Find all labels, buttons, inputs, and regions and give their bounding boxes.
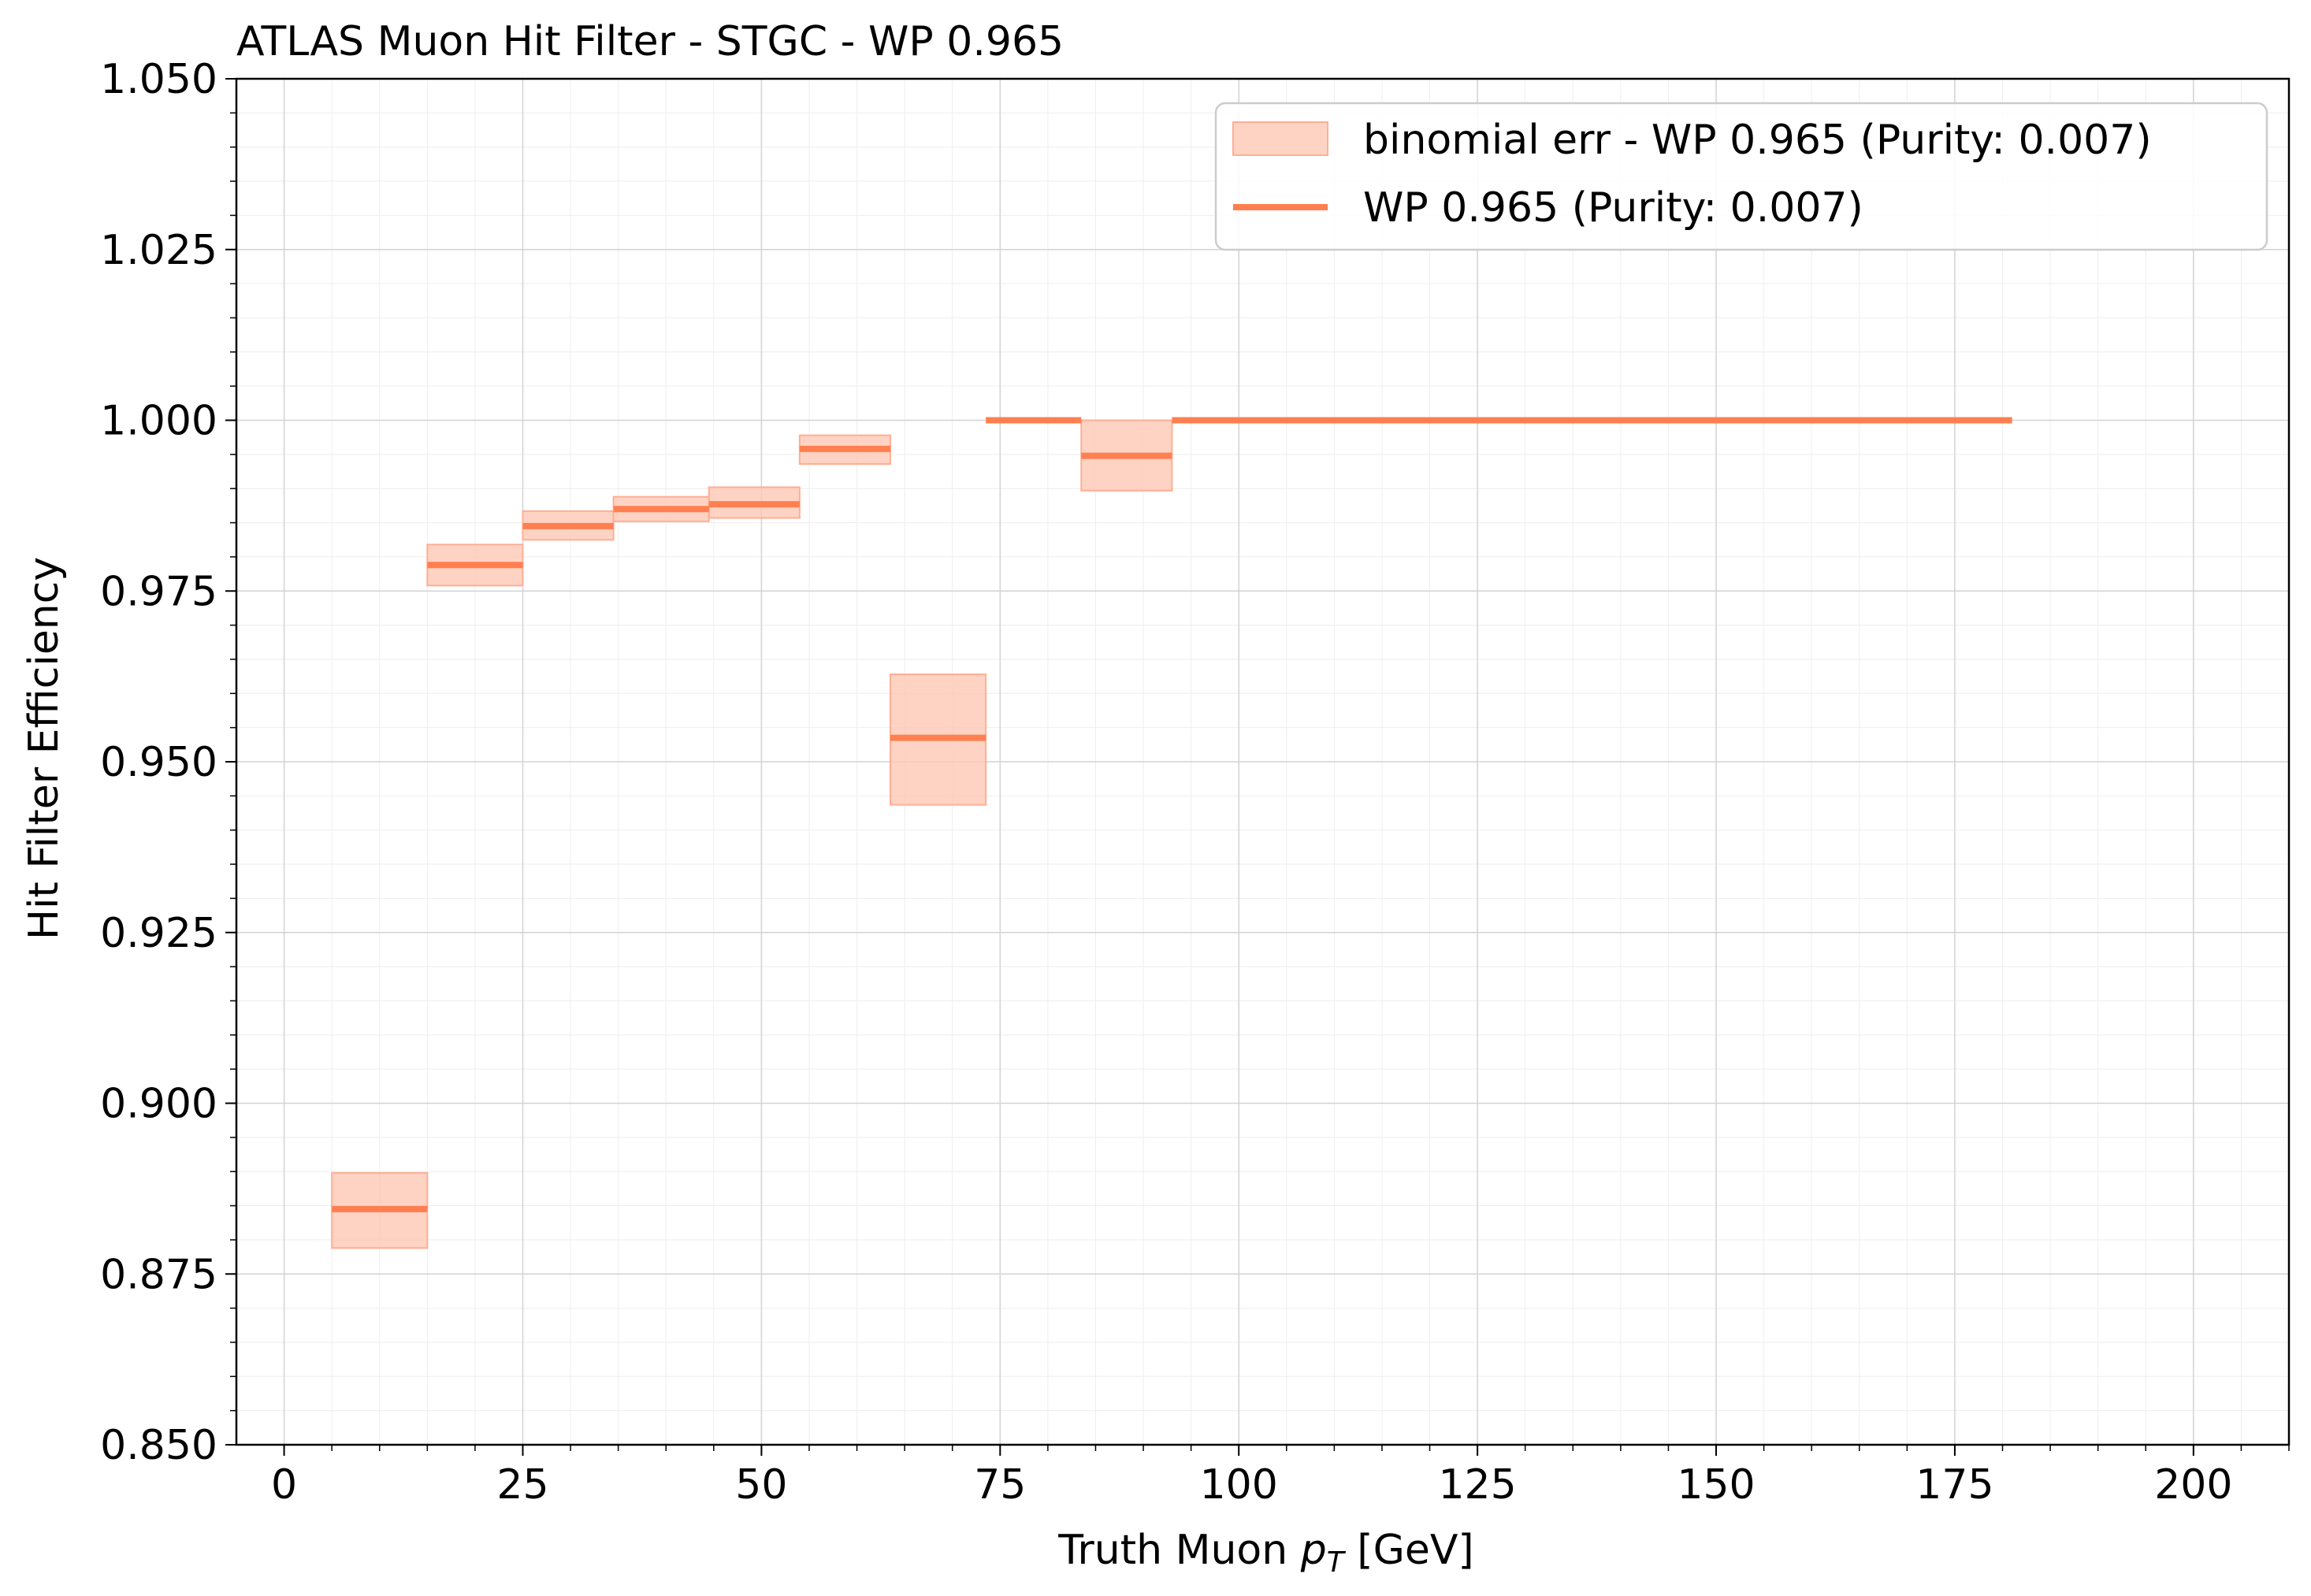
x-tick-label: 25	[496, 1461, 548, 1509]
x-tick-label: 75	[974, 1461, 1026, 1509]
x-tick-label: 200	[2154, 1461, 2232, 1509]
y-tick-label: 1.025	[100, 227, 217, 274]
legend-box	[1214, 102, 2268, 251]
x-tick-label: 50	[735, 1461, 787, 1509]
legend-band-swatch	[1232, 121, 1328, 156]
legend: binomial err - WP 0.965 (Purity: 0.007) …	[1214, 102, 2268, 251]
chart-title: ATLAS Muon Hit Filter - STGC - WP 0.965	[236, 18, 1064, 65]
y-tick-label: 0.950	[100, 739, 217, 786]
legend-band-label: binomial err - WP 0.965 (Purity: 0.007)	[1363, 117, 2152, 164]
legend-line-label: WP 0.965 (Purity: 0.007)	[1363, 184, 1863, 232]
x-tick-label: 100	[1200, 1461, 1278, 1509]
y-tick-label: 0.875	[100, 1251, 217, 1298]
y-axis-label: Hit Filter Efficiency	[20, 557, 68, 940]
x-tick-label: 175	[1915, 1461, 1993, 1509]
x-axis-label-main: Truth Muon	[1057, 1527, 1300, 1574]
y-tick-label: 1.050	[100, 56, 217, 103]
x-tick-label: 0	[271, 1461, 297, 1509]
y-tick-label: 0.900	[100, 1081, 217, 1128]
x-axis-label-subscript: T	[1327, 1546, 1347, 1579]
x-axis-label-p: p	[1300, 1527, 1327, 1574]
y-tick-label: 0.975	[100, 568, 217, 615]
y-tick-label: 0.925	[100, 910, 217, 957]
x-tick-label: 125	[1438, 1461, 1516, 1509]
y-tick-label: 1.000	[100, 398, 217, 445]
x-axis-label-unit: [GeV]	[1344, 1527, 1474, 1574]
axis-ticks	[225, 78, 2290, 1456]
y-tick-label: 0.850	[100, 1422, 217, 1469]
efficiency-lines	[332, 417, 2012, 1212]
x-tick-label: 150	[1677, 1461, 1755, 1509]
x-axis-label: Truth Muon pT [GeV]	[1057, 1527, 1473, 1579]
tick-labels: 0 25 50 75 100 125 150 175 200 0.850 0.875 0.900 0.9…	[100, 56, 2232, 1509]
